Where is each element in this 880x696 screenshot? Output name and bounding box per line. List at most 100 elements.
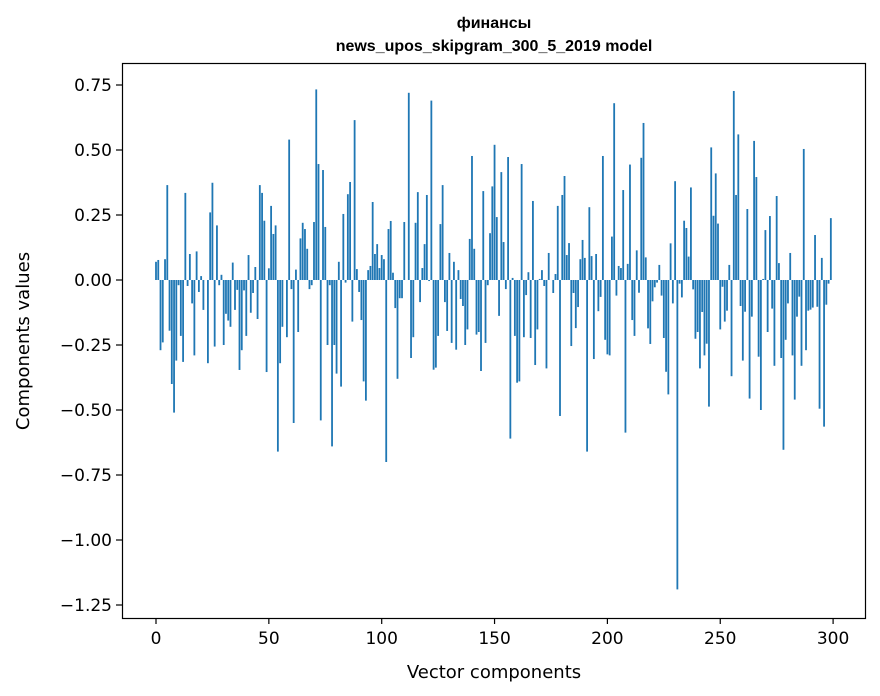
bar <box>529 280 532 338</box>
bar <box>705 280 708 344</box>
x-tick-label: 100 <box>365 629 397 649</box>
bar <box>735 194 737 280</box>
bar <box>800 280 803 366</box>
x-tick-label: 150 <box>478 629 510 649</box>
bar <box>692 280 695 290</box>
bar <box>220 274 223 280</box>
bar <box>344 280 347 283</box>
bar <box>200 276 203 280</box>
bar <box>225 280 227 314</box>
bar <box>601 155 604 280</box>
bar <box>222 280 225 345</box>
bar <box>660 280 663 296</box>
bar <box>308 280 311 290</box>
bar <box>267 268 270 280</box>
bar <box>423 244 426 280</box>
bar <box>509 280 512 439</box>
bar <box>310 280 313 286</box>
bar <box>586 280 588 452</box>
bar <box>805 280 807 351</box>
y-tick-label: −0.50 <box>60 401 112 421</box>
bar <box>592 280 595 360</box>
bar <box>331 280 333 447</box>
bar <box>712 215 715 280</box>
bar <box>658 264 661 280</box>
bar <box>522 280 525 338</box>
bar <box>775 196 778 280</box>
bar <box>721 280 724 287</box>
bar <box>374 254 376 280</box>
bar <box>455 280 458 350</box>
bar <box>577 280 579 308</box>
bar <box>667 280 670 395</box>
bar <box>764 230 767 280</box>
bar <box>696 280 699 332</box>
bar <box>292 280 295 423</box>
bar <box>656 280 658 283</box>
bar <box>385 280 388 462</box>
bar <box>392 272 394 280</box>
y-tick-label: 0.50 <box>74 141 112 161</box>
bar <box>195 251 198 280</box>
plot-frame <box>121 62 867 620</box>
bar <box>741 280 744 361</box>
bar <box>227 280 230 321</box>
x-tick-label: 250 <box>704 629 736 649</box>
bar <box>362 280 365 382</box>
bar <box>448 252 451 280</box>
bar <box>367 270 370 280</box>
bar <box>254 267 257 280</box>
bar <box>583 257 586 280</box>
bar <box>759 280 762 410</box>
bar <box>342 213 345 280</box>
x-tick-label: 200 <box>591 629 623 649</box>
y-tick-label: −0.75 <box>60 466 112 486</box>
bar <box>644 257 647 280</box>
bar <box>590 256 593 280</box>
bar <box>489 233 491 280</box>
bar <box>597 280 600 312</box>
bar <box>380 255 383 280</box>
bar <box>588 207 591 280</box>
bar <box>439 224 442 280</box>
bar <box>527 272 530 280</box>
bar <box>401 280 403 299</box>
bar <box>525 280 528 296</box>
bar <box>638 280 640 293</box>
bar <box>263 220 266 280</box>
bar <box>581 239 584 280</box>
bar <box>295 269 297 280</box>
bar <box>498 280 500 316</box>
bar <box>202 280 205 310</box>
bar <box>389 220 392 280</box>
bar <box>168 280 171 331</box>
bar <box>484 280 487 343</box>
bar <box>387 229 390 280</box>
bar <box>769 216 771 280</box>
bar <box>782 280 785 450</box>
bar <box>464 280 467 345</box>
bar <box>753 140 756 280</box>
bar <box>299 238 302 280</box>
bar <box>649 280 652 344</box>
bar <box>240 280 243 351</box>
bar <box>355 269 358 280</box>
chart-title-line2: news_upos_skipgram_300_5_2019 model <box>336 38 653 55</box>
bar <box>211 182 214 280</box>
bar <box>708 280 710 407</box>
bar <box>744 280 746 312</box>
bar <box>674 181 677 280</box>
bar <box>182 280 184 362</box>
x-tick-label: 300 <box>817 629 849 649</box>
bar <box>229 280 232 327</box>
bar <box>518 280 521 382</box>
bar <box>595 254 598 280</box>
bar <box>719 280 722 330</box>
bar <box>814 235 816 280</box>
bar <box>599 280 602 297</box>
bar <box>579 259 582 280</box>
bar <box>635 250 638 280</box>
bar <box>651 280 654 302</box>
bar <box>184 192 187 280</box>
bar <box>243 280 245 291</box>
